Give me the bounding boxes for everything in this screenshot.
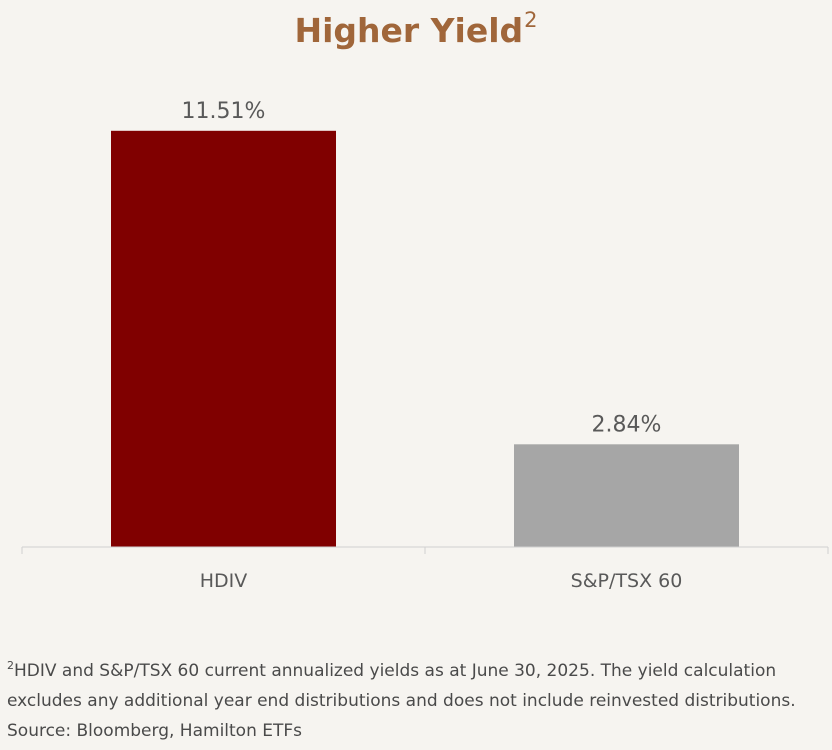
data-label-0: 11.51% — [182, 99, 266, 124]
footnote-marker: 2 — [7, 659, 14, 672]
chart-title-text: Higher Yield — [294, 11, 524, 50]
bar-1 — [514, 444, 739, 547]
footnote-line-2: excludes any additional year end distrib… — [7, 691, 796, 711]
data-label-1: 2.84% — [592, 412, 662, 437]
footnote-line-1: 2HDIV and S&P/TSX 60 current annualized … — [7, 659, 777, 681]
chart-title: Higher Yield2 — [0, 8, 832, 50]
footnote-source: Source: Bloomberg, Hamilton ETFs — [7, 721, 303, 741]
category-label-1: S&P/TSX 60 — [571, 570, 683, 592]
bar-0 — [111, 130, 336, 547]
bar-chart: 11.51% HDIV 2.84% S&P/TSX 60 — [21, 99, 829, 592]
footnote: 2HDIV and S&P/TSX 60 current annualized … — [7, 651, 825, 746]
title-footnote-marker: 2 — [524, 8, 538, 32]
category-label-0: HDIV — [200, 570, 248, 592]
